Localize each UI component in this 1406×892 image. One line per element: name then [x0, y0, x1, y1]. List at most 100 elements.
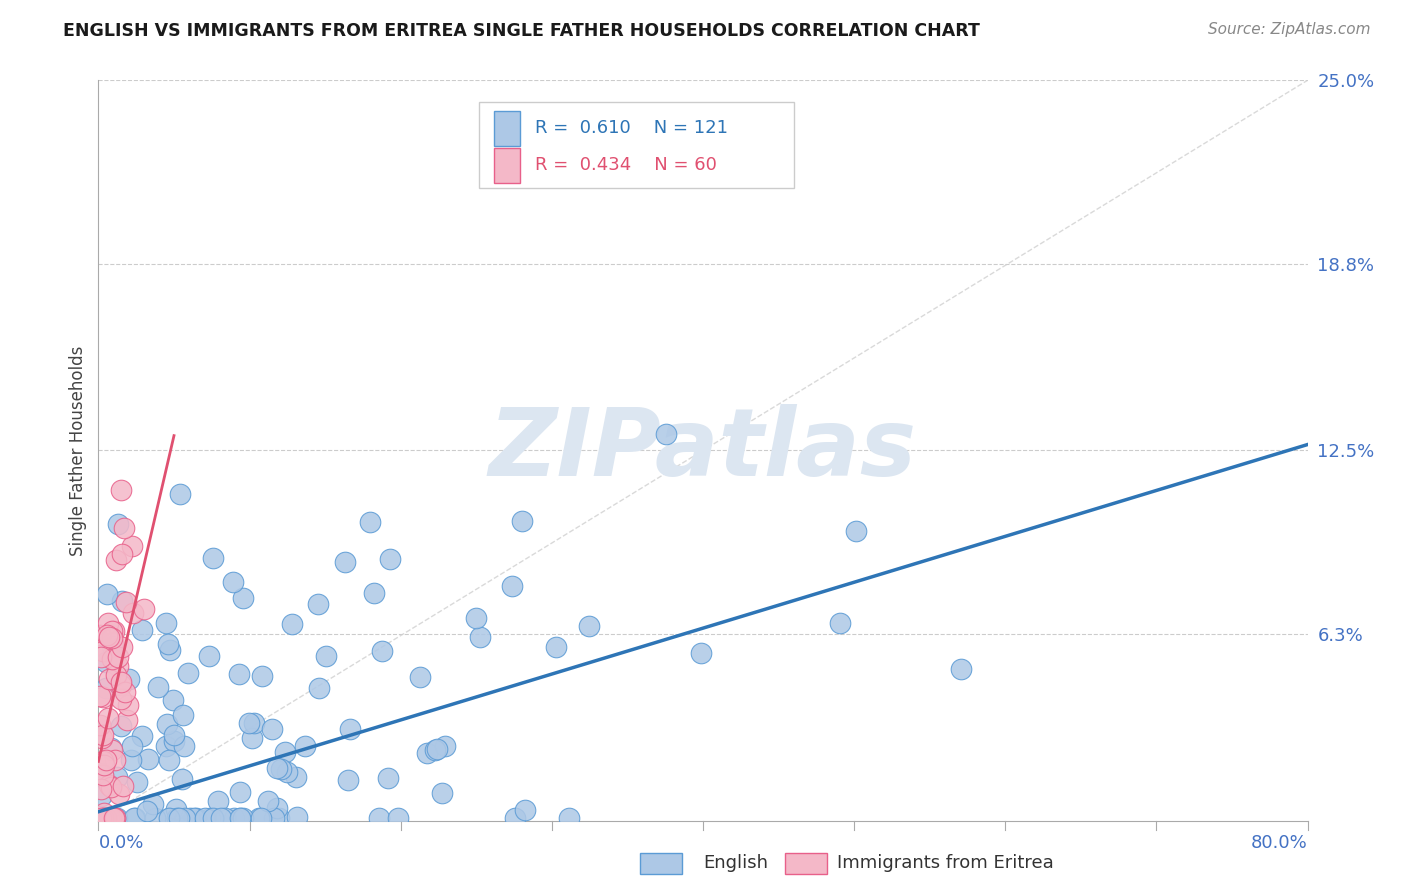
Point: [179, 811, 201, 825]
Text: ZIPatlas: ZIPatlas: [489, 404, 917, 497]
Point: [101, 631, 124, 645]
Point: [97, 616, 120, 631]
Point: [122, 606, 145, 620]
Point: [110, 719, 132, 733]
Point: [170, 772, 193, 787]
Point: [177, 666, 200, 681]
Text: Source: ZipAtlas.com: Source: ZipAtlas.com: [1208, 22, 1371, 37]
Point: [105, 811, 128, 825]
Point: [97, 627, 120, 641]
Point: [112, 521, 135, 535]
Point: [89, 628, 111, 642]
Point: [200, 811, 222, 825]
Point: [104, 668, 127, 682]
Point: [229, 784, 252, 798]
Point: [423, 743, 446, 757]
Point: [122, 811, 145, 825]
Point: [90, 811, 112, 825]
Point: [430, 786, 453, 800]
Point: [120, 753, 142, 767]
Point: [243, 716, 266, 731]
Point: [94, 811, 117, 825]
Point: [111, 640, 134, 655]
Point: [98, 778, 121, 792]
Point: [117, 673, 139, 687]
Point: [136, 804, 159, 818]
Point: [90, 731, 112, 745]
Point: [103, 811, 125, 825]
Point: [91, 768, 114, 782]
Point: [270, 762, 292, 776]
Point: [228, 666, 250, 681]
Point: [156, 717, 179, 731]
Point: [510, 514, 533, 528]
Point: [110, 691, 132, 706]
Point: [117, 698, 139, 713]
Point: [94, 811, 117, 825]
Point: [121, 739, 143, 753]
Point: [97, 711, 120, 725]
Point: [100, 741, 122, 756]
Point: [315, 648, 337, 663]
Point: [93, 811, 115, 825]
Point: [115, 713, 138, 727]
Point: [90, 781, 112, 796]
Point: [201, 550, 224, 565]
Point: [214, 811, 236, 825]
Point: [263, 811, 285, 825]
Point: [250, 811, 273, 825]
Point: [131, 624, 153, 638]
Point: [207, 794, 229, 808]
Point: [470, 630, 492, 644]
Point: [143, 811, 166, 825]
Point: [267, 811, 290, 825]
Point: [183, 811, 205, 825]
Point: [186, 811, 208, 825]
Point: [100, 780, 122, 795]
Point: [93, 811, 115, 825]
Point: [91, 754, 114, 768]
Point: [115, 595, 138, 609]
Point: [194, 811, 217, 825]
Point: [110, 678, 132, 692]
Point: [247, 811, 270, 825]
Point: [197, 648, 219, 663]
Point: [333, 555, 356, 569]
Point: [359, 515, 381, 529]
Point: [336, 772, 359, 787]
Point: [96, 753, 118, 767]
Point: [142, 797, 165, 811]
Point: [409, 670, 432, 684]
Point: [101, 624, 124, 638]
Point: [276, 765, 298, 780]
Point: [131, 729, 153, 743]
Point: [110, 483, 132, 498]
Point: [238, 716, 260, 731]
Point: [163, 728, 186, 742]
Point: [91, 768, 114, 782]
Point: [434, 739, 457, 753]
Point: [114, 684, 136, 698]
Point: [281, 616, 304, 631]
Point: [830, 616, 852, 631]
Point: [105, 770, 128, 784]
Point: [108, 787, 131, 801]
Point: [163, 733, 186, 747]
Point: [110, 675, 132, 690]
Point: [89, 689, 111, 703]
Point: [377, 771, 399, 785]
Point: [159, 643, 181, 657]
FancyBboxPatch shape: [479, 103, 793, 187]
Point: [93, 806, 115, 821]
Text: ENGLISH VS IMMIGRANTS FROM ERITREA SINGLE FATHER HOUSEHOLDS CORRELATION CHART: ENGLISH VS IMMIGRANTS FROM ERITREA SINGL…: [63, 22, 980, 40]
Point: [98, 630, 121, 644]
Point: [89, 766, 111, 780]
Text: 0.0%: 0.0%: [98, 834, 143, 852]
Point: [104, 811, 127, 825]
Point: [103, 636, 125, 650]
Point: [845, 524, 868, 538]
Point: [172, 708, 194, 723]
Point: [94, 655, 117, 669]
Point: [138, 752, 160, 766]
Point: [169, 811, 191, 825]
